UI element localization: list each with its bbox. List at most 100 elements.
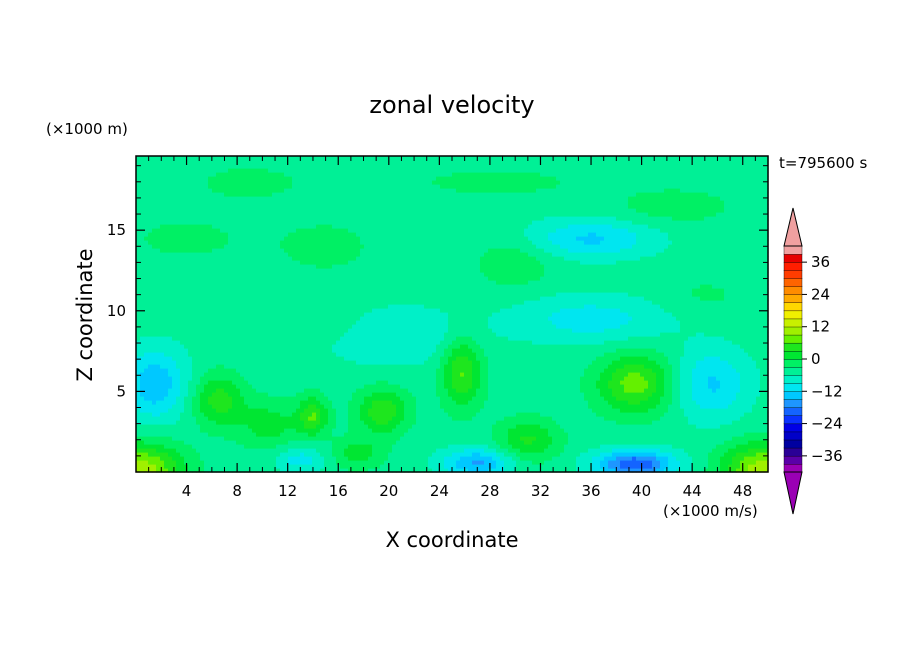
field-cell — [216, 448, 221, 453]
field-cell — [200, 160, 205, 165]
field-cell — [236, 268, 241, 273]
field-cell — [252, 192, 257, 197]
field-cell — [348, 240, 353, 245]
field-cell — [212, 304, 217, 309]
field-cell — [284, 184, 289, 189]
field-cell — [252, 380, 257, 385]
field-cell — [212, 464, 217, 469]
field-cell — [312, 452, 317, 457]
field-cell — [292, 380, 297, 385]
field-cell — [220, 212, 225, 217]
field-cell — [276, 384, 281, 389]
field-cell — [276, 280, 281, 285]
field-cell — [368, 412, 373, 417]
field-cell — [368, 440, 373, 445]
field-cell — [364, 216, 369, 221]
field-cell — [360, 212, 365, 217]
field-cell — [192, 332, 197, 337]
field-cell — [212, 344, 217, 349]
field-cell — [200, 236, 205, 241]
field-cell — [212, 176, 217, 181]
field-cell — [304, 364, 309, 369]
field-cell — [136, 280, 141, 285]
field-cell — [316, 156, 321, 161]
field-cell — [324, 240, 329, 245]
field-cell — [212, 416, 217, 421]
field-cell — [144, 364, 149, 369]
field-cell — [272, 464, 277, 469]
field-cell — [292, 276, 297, 281]
field-cell — [172, 256, 177, 261]
field-cell — [212, 216, 217, 221]
field-cell — [356, 452, 361, 457]
field-cell — [228, 304, 233, 309]
field-cell — [292, 460, 297, 465]
field-cell — [344, 164, 349, 169]
field-cell — [204, 212, 209, 217]
field-cell — [252, 168, 257, 173]
field-cell — [296, 328, 301, 333]
field-cell — [368, 200, 373, 205]
field-cell — [208, 444, 213, 449]
field-cell — [248, 216, 253, 221]
field-cell — [380, 168, 385, 173]
field-cell — [216, 248, 221, 253]
field-cell — [280, 360, 285, 365]
field-cell — [260, 324, 265, 329]
field-cell — [192, 316, 197, 321]
field-cell — [248, 352, 253, 357]
field-cell — [268, 268, 273, 273]
field-cell — [292, 200, 297, 205]
field-cell — [196, 216, 201, 221]
field-cell — [376, 324, 381, 329]
field-cell — [192, 236, 197, 241]
field-cell — [192, 212, 197, 217]
field-cell — [288, 304, 293, 309]
field-cell — [368, 384, 373, 389]
field-cell — [152, 396, 157, 401]
field-cell — [208, 332, 213, 337]
field-cell — [352, 332, 357, 337]
field-cell — [212, 280, 217, 285]
field-cell — [332, 248, 337, 253]
field-cell — [276, 352, 281, 357]
field-cell — [196, 268, 201, 273]
field-cell — [368, 228, 373, 233]
field-cell — [220, 280, 225, 285]
field-cell — [348, 312, 353, 317]
field-cell — [236, 336, 241, 341]
field-cell — [372, 308, 377, 313]
field-cell — [216, 436, 221, 441]
field-cell — [232, 332, 237, 337]
field-cell — [296, 180, 301, 185]
field-cell — [232, 268, 237, 273]
field-cell — [256, 180, 261, 185]
field-cell — [368, 376, 373, 381]
field-cell — [240, 420, 245, 425]
field-cell — [300, 224, 305, 229]
field-cell — [292, 240, 297, 245]
field-cell — [332, 240, 337, 245]
field-cell — [256, 184, 261, 189]
field-cell — [176, 448, 181, 453]
field-cell — [296, 456, 301, 461]
field-cell — [304, 376, 309, 381]
field-cell — [260, 368, 265, 373]
field-cell — [196, 160, 201, 165]
field-cell — [332, 252, 337, 257]
field-cell — [288, 428, 293, 433]
field-cell — [264, 220, 269, 225]
field-cell — [160, 364, 165, 369]
field-cell — [168, 188, 173, 193]
field-cell — [180, 232, 185, 237]
field-cell — [328, 308, 333, 313]
field-cell — [376, 196, 381, 201]
field-cell — [208, 400, 213, 405]
field-cell — [152, 356, 157, 361]
field-cell — [140, 380, 145, 385]
field-cell — [144, 464, 149, 469]
field-cell — [220, 412, 225, 417]
field-cell — [216, 320, 221, 325]
field-cell — [272, 400, 277, 405]
field-cell — [372, 220, 377, 225]
